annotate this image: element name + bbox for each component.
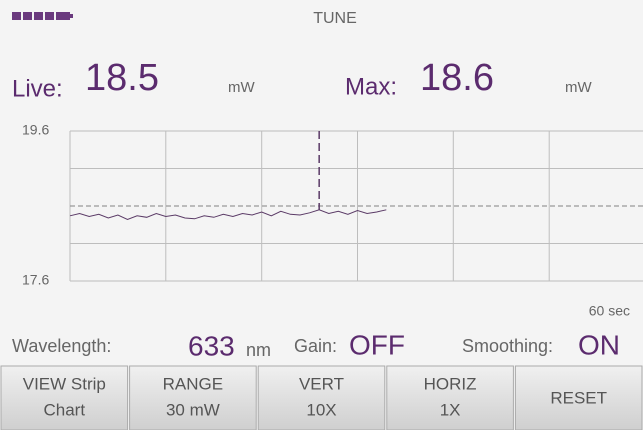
button-label[interactable]: Chart — [44, 400, 86, 419]
smoothing-label: Smoothing: — [462, 336, 553, 356]
softkey-button[interactable]: VERT 10X — [257, 365, 386, 430]
softkey-button[interactable]: VIEW Strip Chart — [0, 365, 129, 430]
trace — [69, 209, 387, 221]
button-label[interactable]: 1X — [440, 400, 461, 419]
live-label: Live: — [12, 75, 63, 102]
max-label: Max: — [345, 73, 397, 100]
max-unit: mW — [565, 79, 592, 96]
screen-title: TUNE — [313, 10, 357, 27]
button-face[interactable] — [514, 365, 643, 430]
live-value: 18.5 — [85, 57, 159, 99]
button-face[interactable] — [257, 365, 386, 430]
button-label[interactable]: VIEW Strip — [23, 374, 106, 393]
wavelength-label: Wavelength: — [12, 336, 111, 356]
smoothing-value: ON — [578, 329, 620, 360]
battery-icon — [12, 12, 73, 20]
softkey-button[interactable]: RANGE 30 mW — [129, 365, 257, 430]
x-axis-label: 60 sec — [589, 303, 630, 319]
button-label[interactable]: HORIZ — [424, 374, 477, 393]
softkey-button[interactable]: RESET — [514, 365, 643, 430]
button-face[interactable] — [129, 365, 257, 430]
y-tick-label: 17.6 — [22, 272, 49, 288]
softkey-button[interactable]: HORIZ 1X — [386, 365, 514, 430]
gain-label: Gain: — [294, 336, 337, 356]
wavelength-value: 633 — [188, 330, 235, 361]
wavelength-unit: nm — [246, 340, 271, 360]
button-label[interactable]: RANGE — [163, 374, 223, 393]
y-tick-label: 19.6 — [22, 122, 49, 138]
max-value: 18.6 — [420, 57, 494, 99]
button-label[interactable]: 10X — [306, 400, 336, 419]
button-label[interactable]: VERT — [299, 374, 344, 393]
gain-value: OFF — [349, 329, 405, 360]
button-bar: VIEW Strip Chart RANGE 30 mW VERT 10X HORIZ 1X R… — [0, 365, 643, 430]
button-label[interactable]: RESET — [550, 388, 607, 407]
button-face[interactable] — [0, 365, 129, 430]
strip-chart — [69, 130, 643, 282]
button-face[interactable] — [386, 365, 514, 430]
button-label[interactable]: 30 mW — [166, 400, 220, 419]
live-unit: mW — [228, 79, 255, 96]
